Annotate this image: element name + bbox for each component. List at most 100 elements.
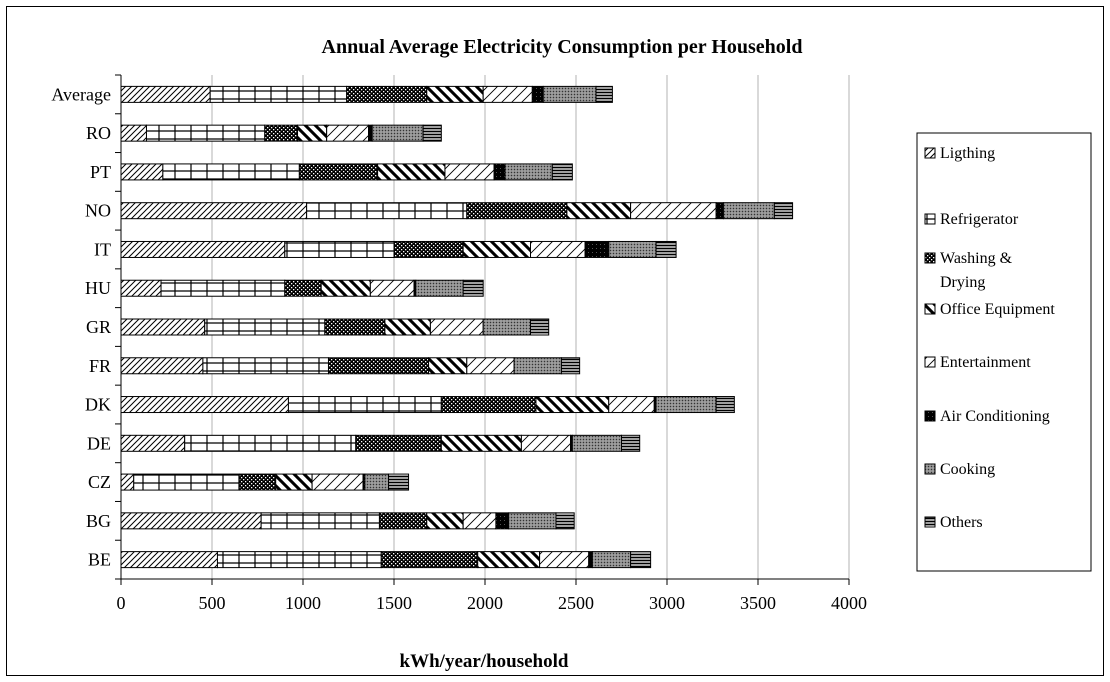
bar-segment <box>368 124 373 142</box>
legend-label: Air Conditioning <box>940 408 1050 425</box>
chart-frame: Annual Average Electricity Consumption p… <box>6 6 1104 676</box>
x-tick-label: 4000 <box>831 593 867 613</box>
bar-segment <box>287 396 442 414</box>
bar-segment <box>655 396 717 414</box>
bar-segment <box>120 124 147 142</box>
category-label: PT <box>90 162 111 182</box>
bar-segment <box>415 279 464 297</box>
bar-segment <box>120 85 211 103</box>
y-category-labels: Average RO PT NO IT HU GR FR DK DE CZ BG BE <box>51 84 111 569</box>
bar-segment <box>371 124 424 142</box>
x-tick-label: 1000 <box>285 593 321 613</box>
category-label: NO <box>85 201 111 221</box>
bar-segment <box>284 240 395 258</box>
legend-swatch <box>924 410 936 422</box>
category-label: BG <box>86 511 111 531</box>
bar-segment <box>715 396 735 414</box>
x-axis-label: kWh/year/household <box>400 651 569 672</box>
x-tick-label: 3000 <box>649 593 685 613</box>
bar-segment <box>204 318 326 336</box>
legend-label: Refrigerator <box>940 211 1019 228</box>
chart-title: Annual Average Electricity Consumption p… <box>322 36 803 58</box>
bar-segment <box>120 357 204 375</box>
bar-segment <box>539 551 590 569</box>
bar-segment <box>595 85 613 103</box>
x-tick-label: 2500 <box>558 593 594 613</box>
bar-segment <box>120 202 308 220</box>
bar-segment <box>327 357 430 375</box>
bar-segment <box>513 357 562 375</box>
bar-segment <box>584 240 610 258</box>
bar-segment <box>508 512 557 530</box>
legend-swatch <box>924 463 936 475</box>
bar-segment <box>655 240 677 258</box>
category-label: GR <box>86 317 111 337</box>
bar-segment <box>566 202 632 220</box>
bar-segment <box>380 551 479 569</box>
legend-swatch <box>924 252 936 264</box>
bar-segment <box>120 318 206 336</box>
bar-segment <box>120 473 135 491</box>
stacked-bar-chart: Annual Average Electricity Consumption p… <box>51 36 1092 672</box>
bar-segment <box>722 202 775 220</box>
bar-segment <box>535 396 610 414</box>
legend-swatch <box>924 516 936 528</box>
bar-segment <box>320 279 371 297</box>
bar-segment <box>162 163 300 181</box>
legend-label: Ligthing <box>940 145 995 162</box>
bar-segment <box>346 85 428 103</box>
bar-segment <box>444 163 495 181</box>
bar-segment <box>120 512 262 530</box>
bar-segment <box>542 85 597 103</box>
bar-segment <box>555 512 575 530</box>
bar-segment <box>120 163 164 181</box>
bar-segment <box>773 202 794 220</box>
bar-segment <box>284 279 322 297</box>
bar-segment <box>426 512 464 530</box>
bar-segment <box>384 318 431 336</box>
bar-segment <box>429 318 484 336</box>
bar-segment <box>120 279 162 297</box>
bar-segment <box>440 434 522 452</box>
category-label: BE <box>88 550 111 570</box>
legend-label: Washing & Drying <box>940 250 1013 291</box>
bar-segment <box>551 163 573 181</box>
bar-segment <box>133 473 240 491</box>
x-tick-label: 2000 <box>467 593 503 613</box>
category-label: RO <box>86 123 111 143</box>
bar-segment <box>571 434 622 452</box>
bar-segment <box>120 434 186 452</box>
bar-segment <box>715 202 724 220</box>
legend-label: Others <box>940 514 983 531</box>
bar-segment <box>238 473 277 491</box>
bar-segment <box>531 85 544 103</box>
bar-segment <box>466 202 568 220</box>
bar-segment <box>621 434 641 452</box>
bar-segment <box>560 357 581 375</box>
bar-segment <box>466 357 515 375</box>
legend-swatch <box>924 147 936 159</box>
bar-segment <box>482 85 533 103</box>
bar-segment <box>260 512 380 530</box>
x-tick-label: 1500 <box>376 593 412 613</box>
bar-segment <box>324 318 386 336</box>
bar-segment <box>608 240 657 258</box>
x-tick-label: 500 <box>199 593 226 613</box>
legend-label: Entertainment <box>940 354 1031 371</box>
category-label: DE <box>87 433 111 453</box>
bar-segment <box>355 434 442 452</box>
bar-segment <box>630 202 717 220</box>
bar-segment <box>184 434 357 452</box>
bar-segment <box>209 85 348 103</box>
bar-segment <box>428 357 468 375</box>
bar-segment <box>388 473 410 491</box>
bar-segment <box>275 473 313 491</box>
bar-segment <box>145 124 266 142</box>
x-tick-label: 3500 <box>740 593 776 613</box>
bar-segment <box>264 124 299 142</box>
bar-segment <box>588 551 593 569</box>
bar-segment <box>377 163 446 181</box>
x-tick-label: 0 <box>117 593 126 613</box>
bar-segment <box>630 551 652 569</box>
bar-segment <box>426 85 484 103</box>
